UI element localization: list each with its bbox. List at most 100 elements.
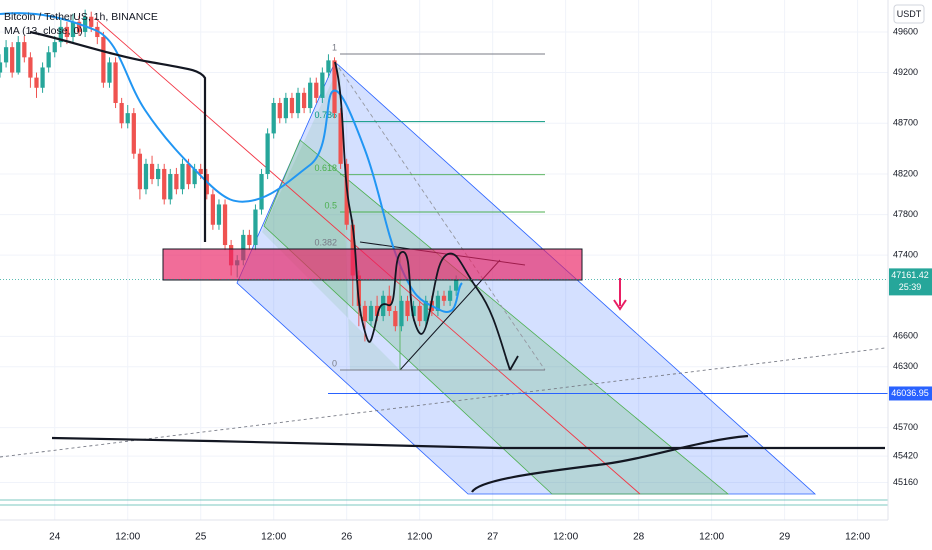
x-tick-label: 26 (341, 532, 353, 543)
candle-body (204, 174, 209, 195)
candle-body (332, 60, 337, 114)
candle-body (125, 113, 130, 124)
candle-body (454, 279, 459, 291)
candle-body (435, 295, 441, 311)
indicator-label: MA (13, close, 0) (4, 25, 83, 37)
fib-levels: 1 0.786 0.618 0.5 0.382 0 (314, 42, 545, 371)
candle-body (411, 305, 416, 317)
candle-body (399, 300, 404, 327)
candle-body (216, 204, 222, 225)
fib-label: 1 (332, 42, 337, 52)
y-tick-label: 49600 (893, 26, 918, 36)
candle-body (338, 113, 343, 164)
arrow (613, 278, 627, 311)
candle-body (143, 163, 149, 190)
candle-body (174, 174, 179, 190)
fib-fill (262, 64, 400, 370)
candle-body (186, 163, 191, 185)
x-tick-label: 28 (633, 532, 645, 543)
candle-body (320, 72, 325, 98)
fib-label: 0.786 (314, 110, 337, 120)
candle-body (289, 97, 295, 114)
candle-body (34, 77, 39, 88)
drawn-curve (29, 30, 207, 242)
candle-body (22, 42, 27, 58)
candle-body (3, 47, 9, 63)
candle-body (156, 168, 161, 180)
candle-body (70, 21, 76, 38)
candle-body (16, 42, 21, 73)
y-tick-label: 46300 (893, 361, 918, 371)
level-price-tag (889, 386, 932, 401)
countdown-label: 25:39 (899, 282, 922, 292)
candle-body (447, 290, 453, 301)
y-tick-label: 45160 (893, 477, 918, 487)
candle-body (241, 234, 246, 261)
candle-body (101, 37, 106, 83)
candle-body (423, 300, 428, 322)
fib-label: 0.382 (314, 238, 337, 248)
candle-body (149, 163, 155, 180)
candle-body (405, 300, 410, 317)
candle-body (83, 16, 88, 32)
candle-body (222, 204, 228, 246)
candle-body (265, 133, 270, 175)
candle-body (28, 57, 33, 78)
y-tick-label: 46600 (893, 331, 918, 341)
candle-body (314, 82, 319, 98)
candle-body (131, 113, 136, 154)
candle-body (162, 168, 167, 200)
candle-body (0, 62, 3, 73)
candle-body (247, 234, 252, 246)
y-tick-label: 48200 (893, 168, 918, 178)
candle-body (374, 305, 380, 317)
fib-label: 0 (332, 358, 337, 368)
x-tick-label: 12:00 (407, 532, 432, 543)
candle-body (107, 62, 112, 83)
candle-body (362, 305, 368, 322)
candle-body (210, 194, 216, 225)
candle-body (344, 163, 349, 225)
drawn-curve (51, 436, 885, 450)
candle-body (259, 174, 264, 210)
y-tick-label: 47800 (893, 209, 918, 219)
x-tick-label: 25 (195, 532, 207, 543)
candle-body (10, 47, 15, 73)
x-tick-label: 12:00 (261, 532, 286, 543)
x-tick-label: 29 (779, 532, 791, 543)
candle-body (52, 42, 57, 53)
trend-line (0, 347, 886, 458)
candle-body (326, 60, 331, 73)
candle-body (283, 97, 288, 119)
y-tick-label: 48700 (893, 118, 918, 128)
candle-body (46, 52, 51, 68)
candle-body (76, 21, 82, 32)
candle-body (253, 209, 258, 246)
x-tick-label: 12:00 (115, 532, 140, 543)
y-tick-label: 45700 (893, 422, 918, 432)
candle-body (119, 102, 124, 124)
x-tick-label: 27 (487, 532, 499, 543)
candle-body (368, 305, 374, 322)
candle-body (301, 92, 307, 109)
candle-body (308, 82, 313, 109)
fib-label: 0.5 (324, 200, 337, 210)
x-tick-label: 12:00 (845, 532, 870, 543)
candle-body (113, 62, 118, 103)
candle-body (387, 295, 392, 311)
candle-body (198, 168, 203, 175)
candle-body (441, 295, 447, 301)
hand-drawing (334, 61, 519, 371)
time-axis (0, 520, 888, 550)
y-tick-label: 49200 (893, 67, 918, 77)
candle-body (89, 16, 94, 27)
candle-body (64, 26, 70, 38)
zone (162, 248, 583, 281)
currency: USDT (897, 9, 922, 19)
last-price-label: 47161.42 (891, 270, 929, 280)
candle-body (58, 26, 63, 43)
candle-body (192, 168, 197, 185)
x-tick-label: 12:00 (553, 532, 578, 543)
currency-box[interactable] (893, 4, 925, 24)
fib-label: 0.618 (314, 163, 337, 173)
